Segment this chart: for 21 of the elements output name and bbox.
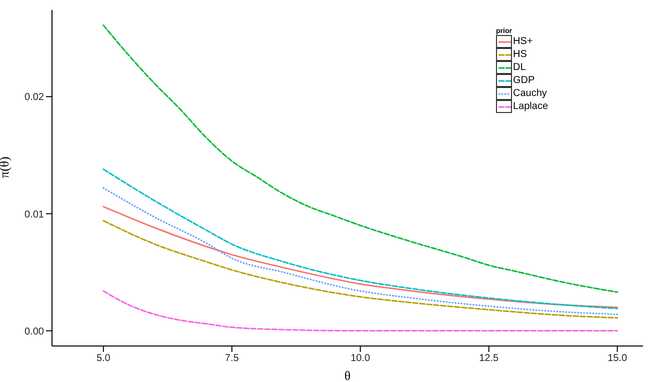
line-series <box>102 187 618 316</box>
legend-label: HS+ <box>513 36 533 47</box>
line-series <box>102 220 618 319</box>
x-tick-label: 7.5 <box>224 353 240 364</box>
legend-label: HS <box>513 49 527 60</box>
y-tick-label: 0.02 <box>24 92 44 104</box>
y-tick-label: 0.00 <box>24 326 44 338</box>
legend-label: Laplace <box>513 101 548 112</box>
x-tick-label: 12.5 <box>479 353 499 364</box>
line-series <box>102 290 618 332</box>
line-series <box>102 168 618 310</box>
y-tick-label: 0.01 <box>24 209 44 220</box>
x-tick-label: 15.0 <box>608 353 628 364</box>
x-tick-label: 10.0 <box>350 353 371 364</box>
line-series <box>102 24 618 293</box>
x-tick-label: 5.0 <box>96 353 111 364</box>
legend-label: Cauchy <box>513 88 547 99</box>
line-series <box>102 206 618 308</box>
x-axis-title: θ <box>344 368 351 382</box>
legend-label: GDP <box>513 75 535 86</box>
legend-label: DL <box>513 62 526 73</box>
